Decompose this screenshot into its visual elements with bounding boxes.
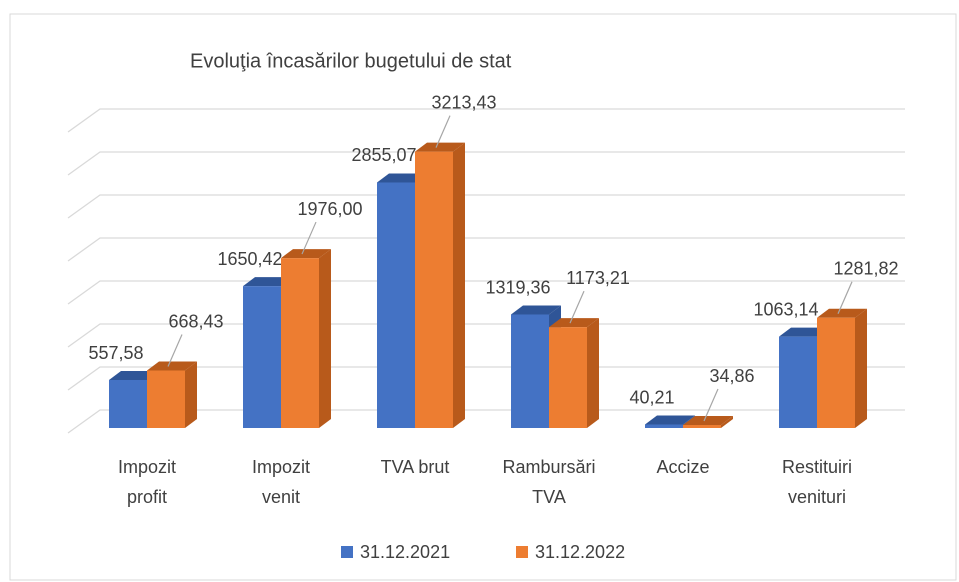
leader-line <box>569 290 585 324</box>
legend-swatch <box>341 546 353 558</box>
bar-face <box>855 308 867 428</box>
x-tick-label: Impozit profit <box>117 457 177 507</box>
data-label: 40,21 <box>629 387 674 407</box>
data-label: 2855,07 <box>351 145 416 165</box>
bar-face <box>511 305 561 315</box>
bar-face <box>109 380 147 428</box>
bar-face <box>817 317 855 428</box>
bar-face <box>377 173 427 183</box>
bar-face <box>549 318 599 328</box>
grid-line <box>67 151 905 176</box>
data-label: 557,58 <box>88 343 143 363</box>
x-tick-label: Rambursări TVA <box>502 457 596 507</box>
leader-line <box>301 221 317 255</box>
bar-face <box>415 151 453 428</box>
grid-line <box>67 194 905 219</box>
bar-face <box>109 371 159 381</box>
bar-face <box>645 424 683 428</box>
leader-line <box>167 334 183 367</box>
bar <box>549 318 599 428</box>
data-label: 1976,00 <box>297 199 362 219</box>
bar-face <box>779 336 817 428</box>
grid-line <box>67 409 905 434</box>
bar-face <box>779 327 829 337</box>
bar <box>415 142 465 428</box>
bar-face <box>721 416 733 428</box>
data-label: 34,86 <box>709 366 754 386</box>
bar-face <box>683 425 721 428</box>
bar-face <box>817 308 867 318</box>
grid-line <box>67 323 905 348</box>
bar-face <box>645 415 695 425</box>
data-label: 3213,43 <box>431 92 496 112</box>
legend-swatch <box>516 546 528 558</box>
data-label: 1319,36 <box>485 277 550 297</box>
leader-line <box>837 281 853 315</box>
chart-title: Evoluţia încasărilor bugetului de stat <box>190 50 512 72</box>
data-label: 1063,14 <box>753 299 818 319</box>
data-label: 668,43 <box>168 311 223 331</box>
leader-line <box>703 388 719 422</box>
data-label: 1650,42 <box>217 249 282 269</box>
legend-label: 31.12.2022 <box>535 542 625 562</box>
data-label: 1281,82 <box>833 259 898 279</box>
bar-face <box>683 416 733 426</box>
bar <box>281 249 331 428</box>
bar-face <box>319 249 331 428</box>
data-label: 1173,21 <box>566 268 630 288</box>
bar-face <box>243 277 293 287</box>
bar <box>147 361 197 428</box>
grid-line <box>67 108 905 133</box>
bar-face <box>415 142 465 152</box>
legend-label: 31.12.2021 <box>360 542 450 562</box>
leader-line <box>435 115 451 148</box>
bar-face <box>147 361 197 371</box>
bar <box>817 308 867 428</box>
x-tick-label: Accize <box>656 457 710 477</box>
bar-face <box>281 249 331 259</box>
bar-face <box>587 318 599 428</box>
bar-face <box>243 286 281 428</box>
bar-face <box>549 327 587 428</box>
bar-face <box>147 370 185 428</box>
bar-face <box>453 142 465 428</box>
grid-line <box>67 280 905 305</box>
x-tick-label: TVA brut <box>380 457 450 477</box>
bar-face <box>281 258 319 428</box>
bar-face <box>377 182 415 428</box>
chart-border <box>9 13 957 581</box>
grid-line <box>67 237 905 262</box>
grid-line <box>67 366 905 391</box>
x-tick-label: Impozit venit <box>251 457 311 507</box>
x-tick-label: Restituiri venituri <box>781 457 852 507</box>
bar <box>683 416 733 428</box>
bar-face <box>511 314 549 428</box>
bar-face <box>185 361 197 428</box>
